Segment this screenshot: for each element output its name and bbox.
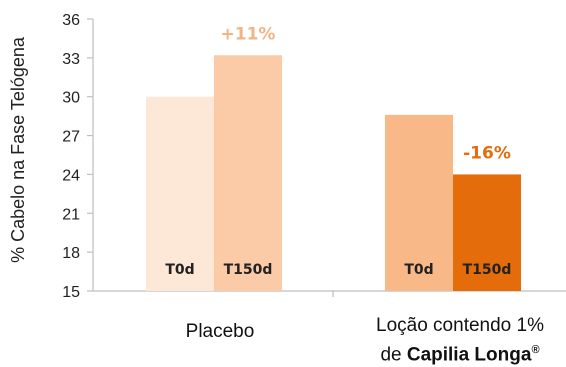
y-tick-label: 21 <box>62 206 80 223</box>
bar <box>385 114 453 291</box>
group-label-capilia: Loção contendo 1% de Capilia Longa® <box>355 314 565 367</box>
bar-label: T150d <box>224 262 273 278</box>
chart-labels: T0d T150d +11% T0d T150d -16% <box>165 24 511 278</box>
change-annotation: +11% <box>221 24 276 44</box>
group-label-capilia-line2: de Capilia Longa® <box>355 338 565 367</box>
y-tick-label: 15 <box>62 284 80 301</box>
group-label-capilia-prefix: de <box>380 344 402 366</box>
bar-label: T0d <box>404 262 433 278</box>
y-axis-label: % Cabelo na Fase Telógena <box>8 36 28 263</box>
group-label-placebo-text: Placebo <box>185 321 255 342</box>
bar <box>214 55 282 292</box>
y-tick-label: 30 <box>62 90 80 107</box>
change-annotation: -16% <box>463 143 511 163</box>
bar <box>453 174 521 291</box>
y-tick-label: 24 <box>62 167 80 184</box>
bar-label: T150d <box>463 262 512 278</box>
group-label-capilia-line1: Loção contendo 1% <box>376 315 544 336</box>
registered-mark: ® <box>531 344 540 356</box>
y-tick-label: 18 <box>62 245 80 262</box>
y-tick-label: 36 <box>62 12 80 29</box>
group-label-placebo: Placebo <box>140 320 300 344</box>
chart-axes: 15 18 21 24 27 30 33 36 % Cabelo na Fase Telógen… <box>8 12 566 301</box>
group-label-capilia-brand: Capilia Longa <box>406 344 532 366</box>
bar-label: T0d <box>165 262 194 278</box>
chart-bars <box>146 55 521 292</box>
y-tick-label: 27 <box>62 129 80 146</box>
y-tick-label: 33 <box>62 51 80 68</box>
bar <box>146 96 214 291</box>
